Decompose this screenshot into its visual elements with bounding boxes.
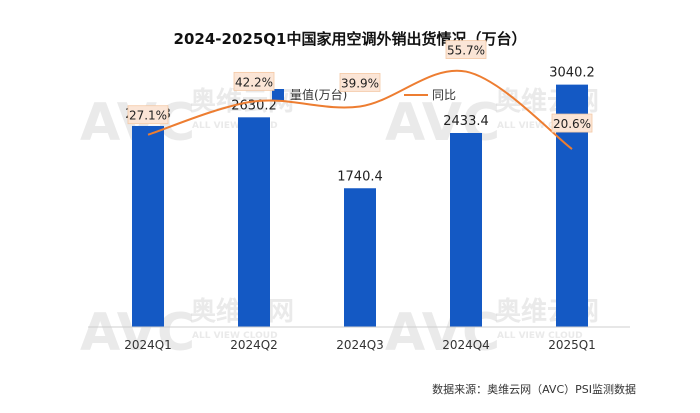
bar-series	[132, 84, 588, 328]
x-tick-2024Q2: 2024Q2	[230, 338, 278, 352]
bar-value-label-2024Q4: 2433.4	[443, 114, 489, 129]
yoy-label-text: 39.9%	[341, 76, 379, 90]
legend-swatch-bar	[272, 89, 284, 101]
watermark-en: ALL VIEW CLOUD	[497, 331, 583, 341]
yoy-label-2025Q1: 20.6%	[551, 113, 593, 133]
watermark-en: ALL VIEW CLOUD	[192, 331, 278, 341]
bar-value-label-2024Q2: 2630.2	[231, 98, 277, 113]
legend-label-line: 同比	[432, 88, 456, 102]
yoy-label-text: 27.1%	[129, 109, 167, 123]
legend-label-bar: 量值(万台)	[290, 87, 347, 102]
yoy-label-box	[233, 71, 275, 91]
yoy-label-2024Q4: 55.7%	[445, 40, 487, 59]
x-tick-2024Q3: 2024Q3	[336, 338, 384, 352]
yoy-label-box	[445, 40, 487, 59]
x-tick-2024Q1: 2024Q1	[124, 338, 172, 352]
yoy-label-box	[551, 113, 593, 133]
chart-title: 2024-2025Q1中国家用空调外销出货情况（万台）	[174, 30, 527, 48]
source-note: 数据来源：奥维云网（AVC）PSI监测数据	[432, 382, 636, 396]
watermark-brand: AVC	[385, 303, 500, 363]
yoy-label-text: 20.6%	[553, 117, 591, 131]
yoy-label-text: 42.2%	[235, 75, 273, 89]
legend: 量值(万台) 同比	[272, 87, 456, 102]
x-tick-2024Q4: 2024Q4	[442, 338, 490, 352]
watermark-en: ALL VIEW CLOUD	[497, 121, 583, 131]
bar-2024Q1	[132, 125, 164, 327]
yoy-label-2024Q1: 27.1%	[127, 105, 169, 125]
bar-2024Q2	[238, 117, 270, 328]
yoy-label-2024Q2: 42.2%	[233, 71, 275, 91]
yoy-label-box	[339, 73, 381, 92]
x-axis-ticks: 2024Q1 2024Q2 2024Q3 2024Q4 2025Q1	[124, 338, 596, 352]
bar-value-label-2024Q3: 1740.4	[337, 169, 383, 184]
watermark-en: ALL VIEW CLOUD	[192, 121, 278, 131]
bar-2024Q4	[450, 133, 482, 327]
yoy-label-text: 55.7%	[447, 44, 485, 58]
yoy-line	[147, 69, 573, 150]
yoy-label-box	[127, 105, 169, 125]
x-tick-2025Q1: 2025Q1	[548, 338, 596, 352]
yoy-value-labels: 27.1% 42.2% 39.9% 55.7% 20.6%	[127, 40, 593, 133]
bar-2024Q3	[344, 188, 376, 327]
yoy-label-2024Q3: 39.9%	[339, 73, 381, 92]
bar-value-label-2025Q1: 3040.2	[549, 66, 595, 81]
